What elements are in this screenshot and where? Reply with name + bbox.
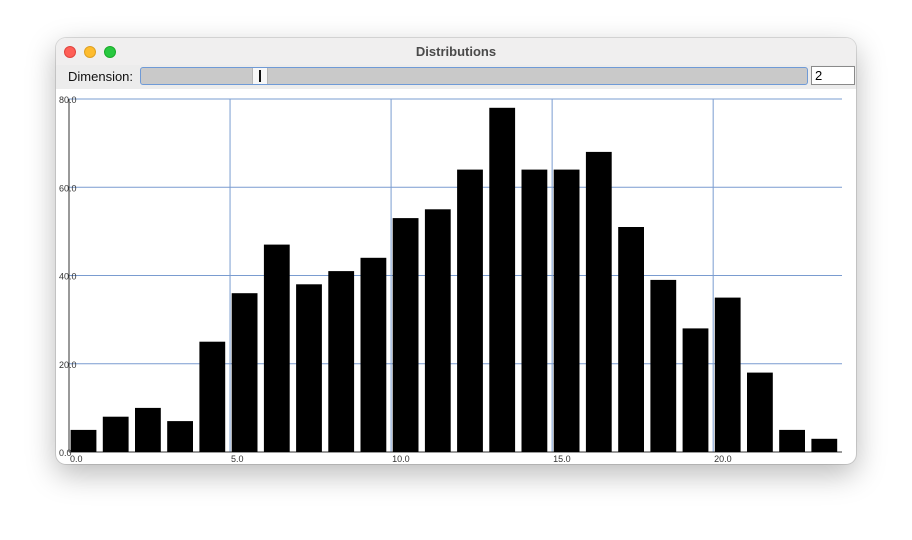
histogram-bar (231, 293, 258, 452)
histogram-bar (199, 341, 226, 452)
close-window-button[interactable] (64, 46, 76, 58)
histogram-bar (521, 169, 548, 452)
histogram-bar (328, 271, 355, 452)
histogram-bar (811, 438, 838, 452)
y-tick-label: 40.0 (59, 272, 77, 282)
histogram-bar (360, 257, 387, 452)
y-tick-label: 20.0 (59, 360, 77, 370)
x-tick-label: 20.0 (714, 454, 732, 464)
histogram-bar (747, 372, 773, 452)
y-tick-label: 0.0 (59, 448, 72, 458)
x-tick-label: 10.0 (392, 454, 410, 464)
title-bar: Distributions (56, 38, 856, 66)
x-tick-label: 15.0 (553, 454, 571, 464)
histogram-bar (618, 227, 644, 452)
minimize-window-button[interactable] (84, 46, 96, 58)
y-tick-label: 80.0 (59, 95, 77, 105)
dimension-label: Dimension: (68, 69, 134, 84)
dimension-toolbar: Dimension: (56, 65, 856, 89)
histogram-bar (102, 416, 129, 452)
histogram-bar (296, 284, 322, 452)
histogram-bar (135, 407, 161, 452)
histogram-bar (489, 107, 516, 453)
histogram-bar (682, 328, 709, 452)
histogram-bar (553, 169, 580, 452)
histogram-bar (263, 244, 290, 452)
dimension-slider-thumb[interactable] (252, 68, 268, 84)
histogram-bar (70, 429, 97, 452)
zoom-window-button[interactable] (104, 46, 116, 58)
window-title: Distributions (415, 44, 497, 59)
histogram-svg: 0.0 5.0 10.0 15.0 20.0 0.0 20.0 40.0 60.0 80.0 (59, 95, 842, 464)
y-tick-label: 60.0 (59, 183, 77, 193)
dimension-slider[interactable] (140, 67, 808, 85)
histogram-bar (714, 297, 741, 452)
histogram-bar (167, 421, 193, 452)
histogram-bar (585, 151, 612, 452)
x-tick-label: 0.0 (70, 454, 83, 464)
distributions-window: Distributions Dimension: 0.0 5.0 10.0 15.0 2… (56, 38, 856, 464)
histogram-bar (650, 279, 677, 452)
histogram-bar (424, 209, 451, 452)
dimension-field[interactable] (811, 66, 855, 85)
histogram-bar (457, 169, 483, 452)
histogram-bar (392, 218, 419, 452)
x-tick-label: 5.0 (231, 454, 244, 464)
histogram-chart: 0.0 5.0 10.0 15.0 20.0 0.0 20.0 40.0 60.0 80.0 (56, 89, 856, 464)
histogram-bar (779, 429, 805, 452)
